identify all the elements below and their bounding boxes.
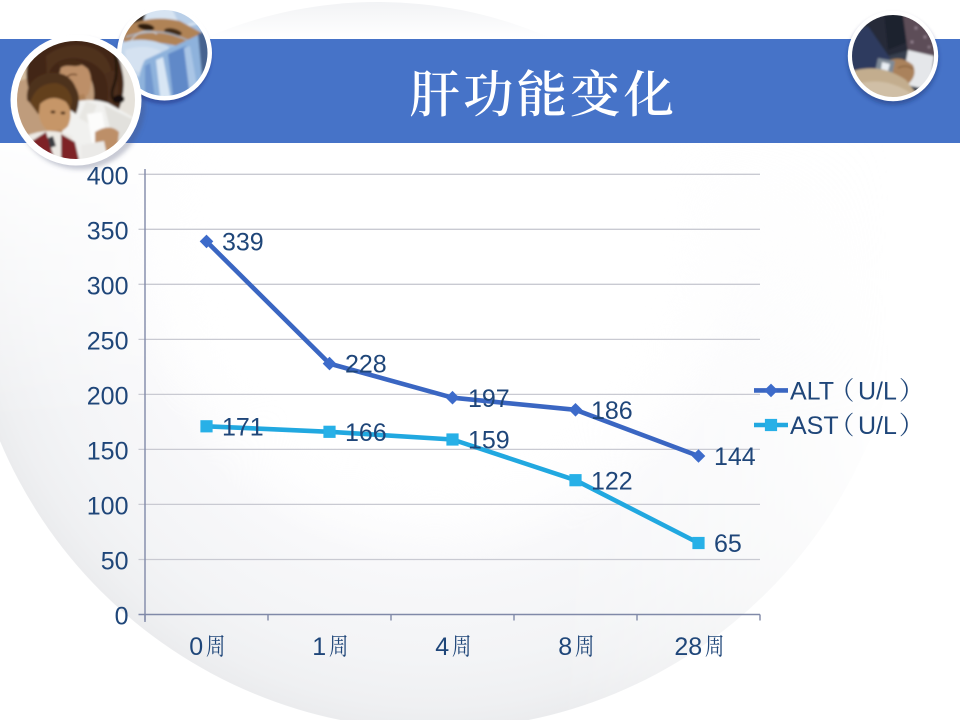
svg-text:U/L: U/L bbox=[858, 378, 897, 406]
svg-text:122: 122 bbox=[591, 467, 633, 495]
svg-text:350: 350 bbox=[87, 217, 129, 245]
svg-text:186: 186 bbox=[591, 397, 633, 425]
svg-text:65: 65 bbox=[714, 530, 742, 558]
svg-text:U/L: U/L bbox=[858, 412, 897, 440]
svg-text:166: 166 bbox=[345, 419, 387, 447]
svg-text:100: 100 bbox=[87, 493, 129, 521]
svg-text:150: 150 bbox=[87, 437, 129, 465]
svg-text:200: 200 bbox=[87, 382, 129, 410]
svg-text:4: 4 bbox=[435, 633, 449, 661]
svg-text:228: 228 bbox=[345, 351, 387, 379]
svg-text:0: 0 bbox=[115, 603, 129, 631]
svg-text:AST: AST bbox=[790, 412, 839, 440]
svg-text:ALT: ALT bbox=[790, 378, 834, 406]
svg-text:50: 50 bbox=[101, 548, 129, 576]
svg-text:28: 28 bbox=[674, 633, 702, 661]
svg-text:0: 0 bbox=[189, 633, 203, 661]
svg-text:144: 144 bbox=[714, 443, 756, 471]
svg-text:339: 339 bbox=[222, 229, 264, 257]
svg-text:171: 171 bbox=[222, 413, 264, 441]
svg-text:1: 1 bbox=[312, 633, 326, 661]
svg-text:197: 197 bbox=[468, 385, 510, 413]
svg-text:159: 159 bbox=[468, 427, 510, 455]
svg-text:8: 8 bbox=[558, 633, 572, 661]
svg-text:300: 300 bbox=[87, 272, 129, 300]
svg-text:250: 250 bbox=[87, 327, 129, 355]
